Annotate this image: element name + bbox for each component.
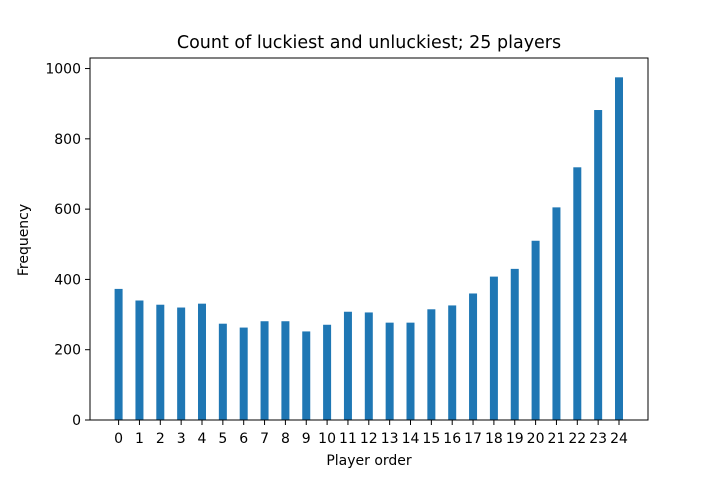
x-tick-label: 0	[114, 431, 123, 447]
bar-player-24	[615, 77, 623, 420]
x-tick-label: 4	[198, 431, 207, 447]
bar-player-23	[594, 110, 603, 421]
x-tick-label: 11	[339, 431, 357, 447]
x-tick-label: 10	[318, 431, 336, 447]
y-axis-label: Frequency	[16, 204, 32, 276]
bar-player-7	[260, 321, 269, 420]
x-tick-label: 3	[177, 431, 186, 447]
y-tick-label: 400	[54, 272, 81, 288]
bar-player-19	[510, 268, 519, 420]
y-tick-label: 600	[54, 202, 81, 218]
plot-frame	[89, 57, 649, 421]
bar-player-11	[343, 311, 352, 420]
bar-player-3	[177, 307, 186, 420]
x-tick-label: 20	[527, 431, 545, 447]
bar-player-5	[218, 323, 227, 420]
bar-player-13	[385, 322, 394, 420]
x-tick-label: 18	[485, 431, 503, 447]
bars-group	[114, 77, 623, 421]
bar-player-18	[489, 276, 498, 420]
bar-player-6	[239, 327, 248, 420]
x-tick-label: 5	[218, 431, 227, 447]
y-tick-label: 200	[54, 343, 81, 359]
y-tick-label: 0	[72, 413, 81, 429]
bar-player-21	[552, 207, 561, 420]
bar-player-17	[469, 293, 478, 420]
bar-player-10	[323, 324, 332, 420]
x-tick-label: 19	[506, 431, 524, 447]
x-tick-label: 1	[135, 431, 144, 447]
y-axis-ticks: 0 200 400 600 800 1000	[45, 62, 90, 429]
y-tick-label: 800	[54, 132, 81, 148]
bar-player-8	[281, 321, 290, 420]
x-tick-label: 12	[360, 431, 378, 447]
x-axis-ticks: 0 1 2 3 4 5 6 7 8 9 10 11 12 13 14 15 16 17 18 19 20 21 22 23 24	[114, 420, 628, 447]
x-axis-label: Player order	[326, 453, 412, 469]
bar-player-14	[406, 322, 415, 420]
x-tick-label: 16	[443, 431, 461, 447]
bar-player-2	[156, 304, 165, 420]
bar-player-20	[531, 240, 540, 420]
chart-title: Count of luckiest and unluckiest; 25 pla…	[177, 33, 561, 53]
bar-player-12	[364, 312, 373, 420]
x-tick-label: 17	[464, 431, 482, 447]
x-tick-label: 2	[156, 431, 165, 447]
x-tick-label: 15	[422, 431, 440, 447]
x-tick-label: 7	[260, 431, 269, 447]
bar-player-0	[114, 288, 123, 420]
bar-player-22	[573, 167, 582, 420]
x-tick-label: 9	[302, 431, 311, 447]
x-tick-label: 22	[568, 431, 586, 447]
bar-player-16	[448, 305, 457, 420]
x-tick-label: 24	[610, 431, 628, 447]
x-tick-label: 13	[381, 431, 399, 447]
bar-player-1	[135, 300, 144, 420]
y-tick-label: 1000	[45, 62, 81, 78]
x-tick-label: 8	[281, 431, 290, 447]
bar-player-15	[427, 309, 436, 420]
x-tick-label: 23	[589, 431, 607, 447]
x-tick-label: 21	[548, 431, 566, 447]
x-tick-label: 14	[402, 431, 420, 447]
bar-player-9	[302, 331, 311, 420]
bar-player-4	[198, 303, 206, 420]
x-tick-label: 6	[239, 431, 248, 447]
